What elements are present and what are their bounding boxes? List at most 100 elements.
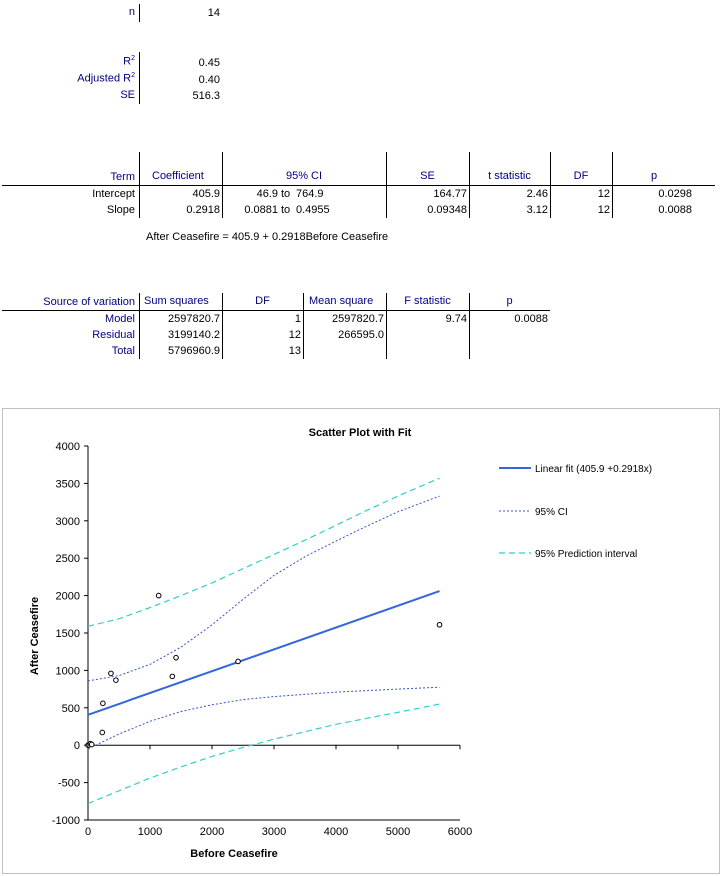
data-point: [155, 592, 162, 599]
header-sum-squares: Sum squares: [144, 295, 209, 307]
y-tick-label: -500: [58, 778, 80, 790]
header-df: DF: [255, 295, 270, 307]
row-df: 12: [288, 329, 301, 341]
data-point: [108, 670, 114, 677]
data-point: [436, 621, 443, 628]
summary-divider: [139, 4, 140, 22]
data-point: [235, 658, 241, 665]
row-df: 13: [288, 345, 301, 357]
row-mean-square: 2597820.7: [332, 313, 384, 325]
row-df: 1: [294, 313, 301, 325]
r2-label: R2: [123, 55, 135, 68]
y-tick-label: -1000: [52, 815, 80, 827]
row-ci-low: 46.9: [256, 188, 278, 200]
legend-label-ci: 95% CI: [535, 507, 568, 518]
n-value: 14: [207, 7, 220, 19]
row-p: 0.0088: [514, 313, 548, 325]
adjusted-r2-label: Adjusted R2: [77, 72, 135, 85]
row-term: Slope: [106, 204, 135, 216]
regression-equation: After Ceasefire = 405.9 + 0.2918Before C…: [146, 231, 389, 243]
chart-frame: Scatter Plot with Fit Before Ceasefire A…: [2, 408, 720, 874]
legend-label-fit: Linear fit (405.9 +0.2918x): [535, 464, 652, 475]
row-source: Residual: [92, 329, 135, 341]
row-source: Model: [105, 313, 135, 325]
y-tick-label: 500: [62, 703, 80, 715]
chart-title: Scatter Plot with Fit: [309, 427, 412, 439]
data-point: [173, 654, 179, 661]
y-tick-label: 0: [74, 740, 80, 752]
ci-upper: [87, 495, 440, 682]
header-coefficient: Coefficient: [152, 170, 204, 182]
x-tick-label: 5000: [386, 826, 410, 838]
header-p: p: [506, 295, 513, 307]
header-p: p: [650, 170, 658, 182]
row-ci-high: 0.4955: [296, 204, 330, 216]
row-sum-squares: 5796960.9: [168, 345, 220, 357]
table-divider: [303, 293, 304, 359]
y-tick-label: 4000: [56, 441, 80, 453]
x-tick-label: 0: [85, 826, 91, 838]
table-header-rule: [2, 310, 550, 311]
row-ci-low: 0.0881: [244, 204, 278, 216]
y-axis-label: After Ceasefire: [29, 597, 41, 675]
row-ci-to: to: [281, 204, 291, 216]
se-label: SE: [120, 89, 135, 101]
row-ci-high: 764.9: [296, 188, 324, 200]
r2-value: 0.45: [198, 57, 220, 69]
data-point: [88, 741, 95, 748]
header-term: Term: [110, 171, 135, 183]
table-divider: [139, 293, 140, 359]
y-tick-label: 3500: [56, 478, 80, 490]
row-coefficient: 405.9: [192, 188, 220, 200]
data-point: [99, 729, 106, 736]
header-se: SE: [420, 170, 435, 182]
n-label: n: [128, 6, 135, 18]
se-value: 516.3: [192, 90, 220, 102]
row-sum-squares: 3199140.2: [168, 329, 220, 341]
row-t: 3.12: [526, 204, 548, 216]
header-mean-square: Mean square: [309, 295, 374, 307]
table-divider: [222, 293, 223, 359]
row-df: 12: [597, 188, 610, 200]
row-sum-squares: 2597820.7: [168, 313, 220, 325]
x-tick-label: 1000: [138, 826, 162, 838]
table-divider: [386, 293, 387, 359]
header-df: DF: [573, 170, 589, 182]
row-p: 0.0088: [658, 204, 692, 216]
table-header-rule: [2, 185, 715, 186]
row-term: Intercept: [92, 188, 135, 200]
y-tick-label: 3000: [56, 516, 80, 528]
row-mean-square: 266595.0: [338, 329, 384, 341]
row-t: 2.46: [526, 188, 548, 200]
prediction-interval-upper: [87, 477, 440, 627]
row-df: 12: [597, 204, 610, 216]
y-tick-label: 1000: [56, 665, 80, 677]
row-se: 164.77: [433, 188, 467, 200]
ci-lower: [87, 686, 440, 750]
scatter-plot: Scatter Plot with Fit Before Ceasefire A…: [29, 427, 652, 860]
header-t-statistic: t statistic: [488, 170, 531, 182]
fit-line: [87, 590, 440, 716]
row-coefficient: 0.2918: [186, 204, 220, 216]
data-point: [100, 700, 106, 707]
prediction-interval-lower: [87, 703, 440, 805]
table-divider: [469, 293, 470, 359]
data-point: [169, 673, 176, 680]
x-tick-label: 4000: [324, 826, 348, 838]
x-tick-label: 2000: [200, 826, 224, 838]
row-ci-to: to: [281, 188, 291, 200]
x-tick-label: 3000: [262, 826, 286, 838]
header-ci: 95% CI: [285, 170, 323, 182]
row-source: Total: [111, 345, 135, 357]
data-point: [113, 677, 119, 683]
y-tick-label: 2500: [56, 553, 80, 565]
y-tick-label: 2000: [56, 591, 80, 603]
header-f-statistic: F statistic: [404, 295, 451, 307]
x-axis-label: Before Ceasefire: [190, 848, 277, 860]
row-f-statistic: 9.74: [445, 313, 467, 325]
y-tick-label: 1500: [56, 628, 80, 640]
x-tick-label: 6000: [448, 826, 472, 838]
summary-divider: [139, 52, 140, 104]
row-se: 0.09348: [427, 204, 467, 216]
legend-label-pi: 95% Prediction interval: [535, 549, 637, 560]
